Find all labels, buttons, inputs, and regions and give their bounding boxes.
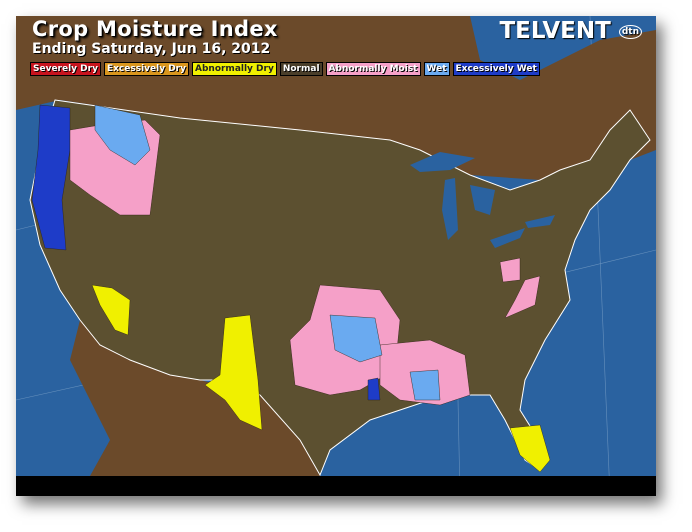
map-subtitle: Ending Saturday, Jun 16, 2012: [32, 41, 271, 57]
legend-wet: Wet: [423, 62, 450, 76]
legend-abnormally-moist: Abnormally Moist: [325, 62, 421, 76]
legend-severely-dry: Severely Dry: [30, 62, 101, 76]
telvent-logo: TELVENT dtn: [499, 18, 642, 44]
map-title: Crop Moisture Index: [32, 17, 278, 41]
legend: Severely Dry Excessively Dry Abnormally …: [30, 62, 540, 76]
legend-abnormally-dry: Abnormally Dry: [192, 62, 277, 76]
region-wet-oklahoma-arkansas: [329, 314, 383, 363]
region-abnormally-moist-virginia: [499, 257, 541, 319]
legend-excessively-dry: Excessively Dry: [103, 62, 189, 76]
region-abnormally-dry-nevada: [91, 284, 131, 336]
anomaly-regions: [31, 104, 551, 473]
region-excessively-wet-louisiana: [367, 377, 381, 401]
mexico-landmass: [70, 320, 320, 476]
legend-normal: Normal: [279, 62, 323, 76]
dtn-badge: dtn: [618, 24, 642, 39]
region-abnormally-dry-nm-tx: [204, 314, 263, 431]
logo-text: TELVENT: [499, 18, 611, 44]
region-excessively-wet-pacific-nw: [31, 104, 71, 251]
great-lakes: [410, 152, 555, 248]
map-canvas: [16, 16, 656, 496]
region-abnormally-dry-florida: [509, 424, 551, 473]
legend-excessively-wet: Excessively Wet: [452, 62, 540, 76]
hudson-bay: [470, 16, 560, 75]
region-wet-mississippi: [409, 369, 441, 401]
crop-moisture-map: Crop Moisture Index Ending Saturday, Jun…: [16, 16, 656, 496]
bottom-bar: [16, 476, 656, 496]
canada-landmass: [16, 16, 656, 180]
region-wet-nw: [94, 104, 151, 166]
